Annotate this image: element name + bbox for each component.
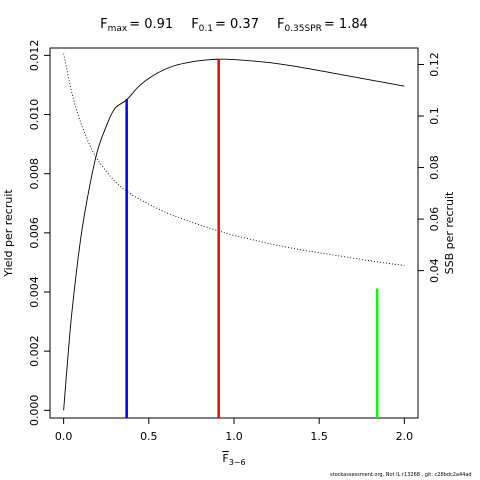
x-label-subscript: 3−6 — [229, 458, 246, 467]
y-tick-label: 0.002 — [28, 335, 41, 367]
ssb-per-recruit-curve — [63, 53, 405, 266]
title-value: = 0.37 — [215, 17, 259, 32]
y-axis-label: Yield per recruit — [2, 189, 15, 278]
chart-title: Fmax = 0.91 F0.1 = 0.37 F0.35SPR = 1.84 — [100, 17, 368, 34]
title-symbol: F — [277, 17, 284, 32]
title-subscript: 0.1 — [199, 24, 213, 34]
x-tick-label: 2.0 — [396, 430, 414, 443]
title-subscript: 0.35SPR — [284, 24, 321, 34]
x-label-symbol: F — [222, 452, 228, 465]
title-value: = 0.91 — [129, 17, 173, 32]
y2-tick-label: 0.12 — [428, 52, 441, 77]
reference-lines — [125, 59, 379, 418]
y-tick-label: 0.000 — [28, 395, 41, 427]
y2-tick-label: 0.06 — [428, 207, 441, 232]
series-layer — [63, 53, 405, 411]
plot-frame — [49, 47, 419, 419]
y-axis-left: 0.000 0.002 0.004 0.006 0.008 0.010 0.012 — [28, 40, 50, 426]
title-value: = 1.84 — [324, 17, 368, 32]
x-axis-label: F3−6 — [222, 452, 245, 467]
footer-credit: stockassessment.org, Not IL r13268 , git… — [330, 472, 472, 478]
y2-tick-label: 0.1 — [428, 107, 441, 125]
x-tick-label: 1.5 — [310, 430, 328, 443]
title-subscript: max — [108, 24, 128, 34]
y-tick-label: 0.008 — [28, 158, 41, 190]
x-tick-label: 0.0 — [55, 430, 73, 443]
y-tick-label: 0.012 — [28, 40, 41, 72]
title-symbol: F — [191, 17, 198, 32]
x-tick-label: 1.0 — [225, 430, 243, 443]
y2-tick-label: 0.08 — [428, 155, 441, 180]
y-tick-label: 0.010 — [28, 99, 41, 130]
y2-tick-label: 0.04 — [428, 258, 441, 283]
x-tick-label: 0.5 — [140, 430, 158, 443]
x-axis: 0.0 0.5 1.0 1.5 2.0 — [55, 418, 413, 443]
y-tick-label: 0.004 — [28, 276, 41, 308]
y-tick-label: 0.006 — [28, 217, 41, 249]
y2-axis-label: SSB per recruit — [443, 191, 456, 274]
y-axis-right: 0.04 0.06 0.08 0.1 0.12 — [418, 52, 441, 283]
title-symbol: F — [100, 17, 107, 32]
yield-per-recruit-curve — [63, 58, 405, 411]
